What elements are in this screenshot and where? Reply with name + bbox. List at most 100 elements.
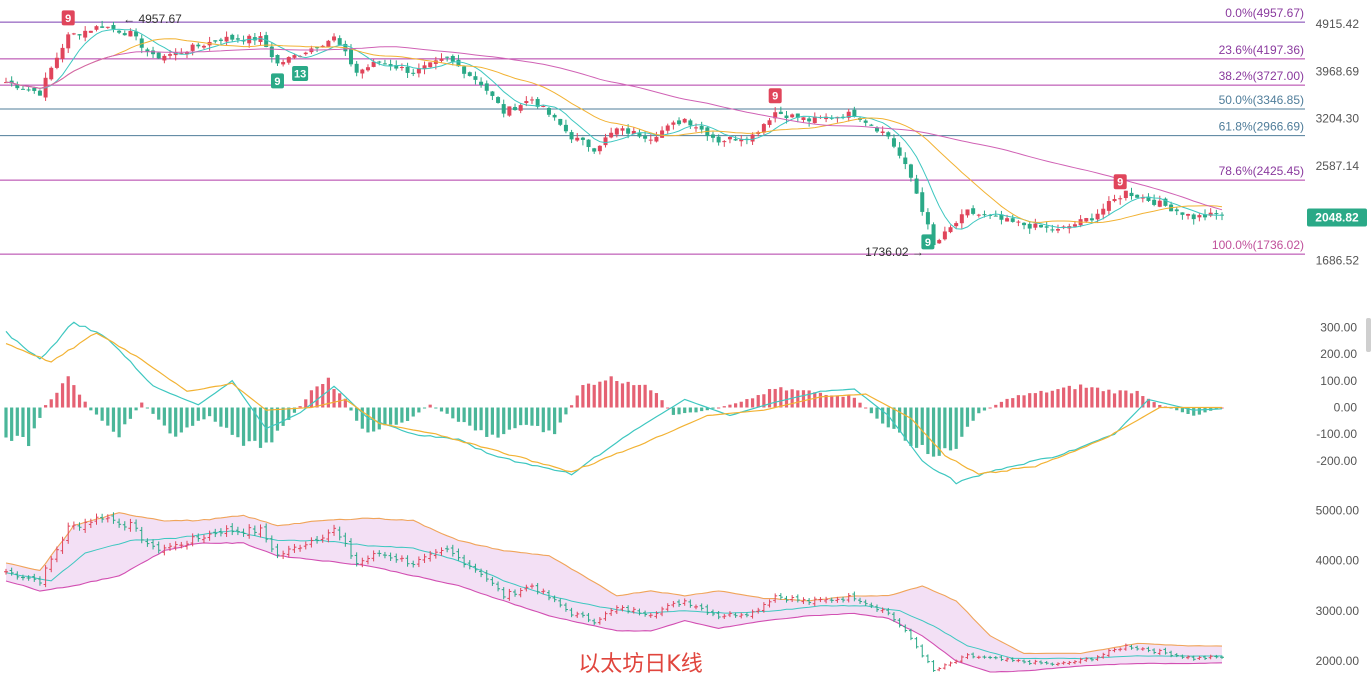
- price-candle: [1191, 214, 1196, 220]
- macd-histogram-bar: [767, 389, 772, 408]
- price-candle: [371, 61, 376, 67]
- price-candle: [388, 64, 393, 67]
- macd-axis-tick: -100.00: [1316, 427, 1357, 441]
- price-candle: [688, 120, 693, 126]
- price-candle: [603, 137, 608, 146]
- macd-histogram-bar: [349, 407, 353, 411]
- price-candle: [931, 224, 936, 246]
- td-marker-label: 9: [274, 76, 280, 88]
- macd-histogram-bar: [258, 407, 263, 448]
- macd-histogram-bar: [462, 407, 466, 423]
- macd-histogram-bar: [750, 398, 755, 408]
- macd-histogram-bar: [1158, 404, 1162, 408]
- price-candle: [100, 26, 105, 28]
- macd-histogram-bar: [592, 384, 596, 408]
- price-candle: [807, 118, 812, 122]
- price-candle: [733, 139, 738, 141]
- macd-histogram-bar: [89, 407, 93, 411]
- price-candle: [37, 90, 42, 96]
- price-candle: [925, 212, 930, 225]
- price-candle: [1140, 197, 1145, 199]
- price-candle: [1089, 218, 1094, 221]
- fib-label: 50.0%(3346.85): [1219, 93, 1304, 107]
- price-candle: [445, 56, 450, 58]
- macd-histogram-bar: [654, 393, 659, 408]
- macd-histogram-bar: [417, 407, 421, 413]
- price-candle: [1112, 199, 1117, 202]
- price-candle: [15, 84, 20, 89]
- macd-histogram-bar: [208, 407, 212, 417]
- macd-histogram-bar: [100, 407, 104, 421]
- price-candle: [462, 66, 467, 74]
- price-candle: [1027, 223, 1032, 229]
- price-candle: [660, 130, 665, 138]
- macd-histogram-bar: [1141, 396, 1145, 408]
- price-candle: [201, 45, 206, 48]
- panel-resize-handle[interactable]: [1366, 318, 1371, 352]
- macd-panel: [4, 321, 1224, 485]
- td-marker: [1113, 174, 1127, 190]
- fib-label: 61.8%(2966.69): [1219, 120, 1304, 134]
- macd-histogram-bar: [1062, 387, 1066, 408]
- price-candle: [1186, 213, 1191, 216]
- price-candle: [66, 34, 71, 49]
- price-candle: [1146, 196, 1151, 201]
- macd-histogram-bar: [756, 395, 760, 408]
- macd-histogram-bar: [77, 394, 82, 408]
- macd-histogram-bar: [140, 402, 144, 408]
- price-candle: [9, 80, 14, 84]
- macd-histogram-bar: [858, 402, 862, 408]
- macd-histogram-bar: [134, 407, 138, 411]
- macd-histogram-bar: [1101, 391, 1105, 408]
- price-candle: [750, 134, 755, 142]
- price-candle: [1005, 218, 1010, 222]
- macd-histogram-bar: [157, 407, 161, 420]
- price-candle: [1180, 212, 1185, 215]
- price-candle: [886, 132, 891, 137]
- macd-histogram-bar: [1045, 392, 1049, 408]
- price-candle: [422, 65, 427, 69]
- price-candle: [665, 125, 670, 131]
- macd-histogram-bar: [366, 407, 370, 433]
- macd-dif-line: [5, 321, 1223, 485]
- price-candle: [128, 30, 133, 37]
- macd-histogram-bar: [694, 407, 698, 413]
- macd-histogram-bar: [1214, 407, 1218, 410]
- macd-histogram-bar: [388, 407, 393, 425]
- macd-histogram-bar: [564, 407, 568, 415]
- price-candle: [320, 45, 325, 48]
- macd-histogram-bar: [196, 407, 200, 421]
- macd-histogram-bar: [241, 407, 246, 446]
- boll-panel: [4, 512, 1224, 673]
- price-candle: [795, 113, 800, 118]
- price-candle: [1129, 192, 1134, 197]
- macd-histogram-bar: [982, 407, 987, 411]
- price-candle: [190, 44, 195, 51]
- macd-histogram-bar: [174, 407, 178, 437]
- macd-histogram-bar: [977, 407, 981, 414]
- macd-histogram-bar: [473, 407, 478, 431]
- macd-histogram-bar: [558, 407, 562, 423]
- macd-histogram-bar: [179, 407, 183, 433]
- macd-histogram-bar: [1005, 398, 1009, 408]
- price-candle: [1033, 223, 1038, 228]
- macd-histogram-bar: [536, 407, 540, 426]
- price-candle: [1163, 198, 1168, 206]
- price-candle: [365, 67, 370, 71]
- macd-histogram-bar: [898, 407, 902, 433]
- macd-histogram-bar: [553, 407, 557, 435]
- price-candle: [592, 148, 597, 152]
- price-axis-tick: 3968.69: [1316, 64, 1360, 78]
- price-candle: [269, 46, 274, 58]
- price-candle: [490, 91, 495, 96]
- macd-histogram-bar: [383, 407, 387, 426]
- macd-histogram-bar: [4, 407, 8, 438]
- macd-histogram-bar: [1186, 407, 1190, 414]
- price-candle: [869, 124, 874, 126]
- price-candle: [914, 178, 919, 194]
- price-candle: [151, 50, 156, 55]
- macd-histogram-bar: [1073, 389, 1077, 408]
- macd-histogram-bar: [666, 407, 670, 409]
- macd-histogram-bar: [428, 404, 432, 408]
